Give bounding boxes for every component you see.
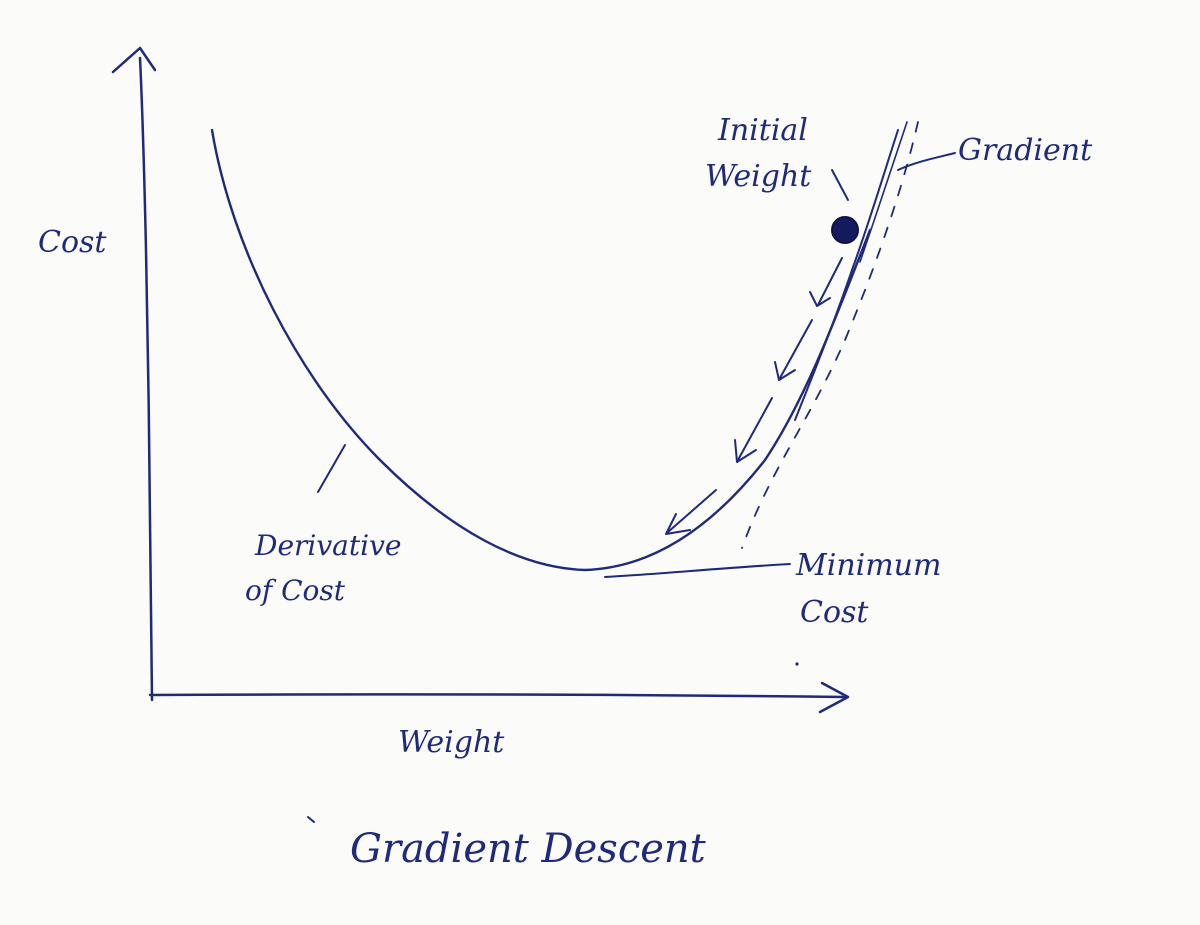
descent-arrow-4 [667,489,717,533]
derivative-pointer-line [317,444,346,493]
x-axis-line [148,693,847,699]
initial-weight-label-1: Initial [717,113,808,148]
gradient-pointer-line [897,152,956,171]
stray-dot [795,662,799,666]
diagram-title: Gradient Descent [350,826,707,872]
descent-arrow-2-head [774,361,796,381]
initial-weight-label-2: Weight [705,159,812,194]
initial-weight-marker [831,216,859,244]
descent-arrow-3 [737,397,773,461]
y-axis-arrowhead [111,46,157,74]
gradient-tangent-line-2 [859,121,908,263]
cost-curve [210,128,872,572]
derivative-label-2: of Cost [245,574,346,607]
minimum-pointer-line [604,563,791,578]
x-axis-label: Weight [398,725,505,760]
descent-arrow-4-head [665,513,691,535]
derivative-label-1: Derivative [254,529,401,562]
descent-arrow-3-head [734,439,757,463]
minimum-cost-label-2: Cost [800,595,869,630]
minimum-cost-label-1: Minimum [795,548,941,583]
gradient-label: Gradient [958,133,1093,168]
y-axis-line [138,56,154,702]
y-axis-label: Cost [38,225,107,260]
descent-arrow-2 [779,319,813,379]
gradient-dashed-line [741,121,919,549]
stray-mark [307,816,315,823]
initial-weight-pointer [831,169,849,201]
gradient-tangent-line [794,129,899,421]
x-axis-arrowhead [818,681,850,714]
descent-arrow-1 [817,257,843,306]
descent-arrow-1-head [809,291,831,307]
